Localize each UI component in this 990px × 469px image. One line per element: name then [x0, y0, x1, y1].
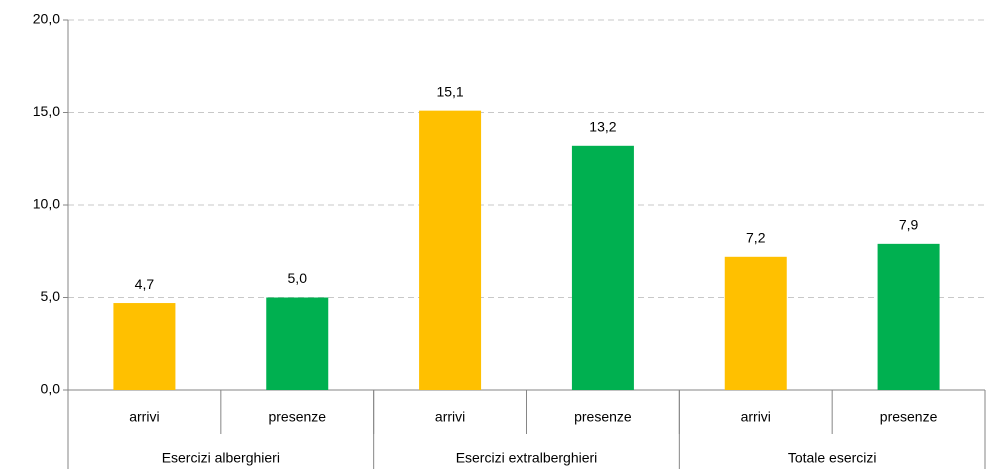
x-tick-label: presenze: [268, 409, 326, 425]
value-label: 7,2: [746, 230, 766, 246]
y-tick-label: 10,0: [33, 196, 60, 212]
value-label: 5,0: [288, 270, 308, 286]
x-tick-label: arrivi: [129, 409, 159, 425]
value-label: 13,2: [589, 119, 616, 135]
x-tick-label: arrivi: [435, 409, 465, 425]
bar: [266, 297, 329, 390]
x-tick-label: presenze: [880, 409, 938, 425]
value-label: 4,7: [135, 276, 155, 292]
x-tick-label: presenze: [574, 409, 632, 425]
y-tick-label: 20,0: [33, 11, 60, 27]
group-label: Totale esercizi: [788, 450, 877, 466]
y-tick-label: 5,0: [41, 288, 61, 304]
value-label: 15,1: [436, 83, 463, 99]
bar: [571, 145, 634, 390]
y-tick-label: 15,0: [33, 103, 60, 119]
group-label: Esercizi extralberghieri: [456, 450, 598, 466]
bar: [724, 256, 787, 390]
value-label: 7,9: [899, 217, 919, 233]
bar: [419, 110, 482, 391]
group-label: Esercizi alberghieri: [162, 450, 280, 466]
y-tick-label: 0,0: [41, 381, 61, 397]
bar: [877, 243, 940, 390]
x-tick-label: arrivi: [741, 409, 771, 425]
bar: [113, 303, 176, 390]
